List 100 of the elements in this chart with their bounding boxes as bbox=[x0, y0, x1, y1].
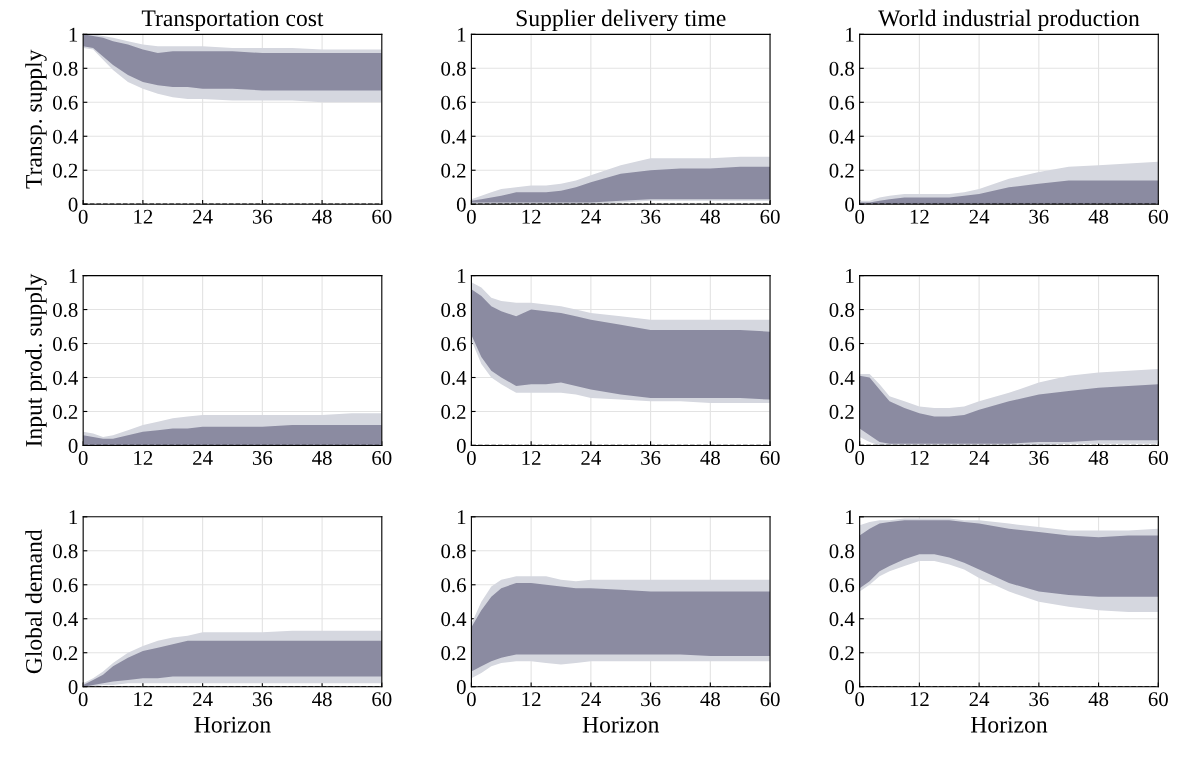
x-tick-label: 24 bbox=[969, 450, 990, 465]
y-tick-label: 0.2 bbox=[53, 646, 78, 661]
x-tick-label: 48 bbox=[1088, 450, 1109, 465]
y-tick-label: 0 bbox=[845, 438, 854, 453]
x-tick-label: 36 bbox=[641, 692, 661, 707]
x-axis-title: Horizon bbox=[970, 716, 1048, 733]
y-tick-label: 0 bbox=[845, 197, 854, 212]
x-tick-label: 60 bbox=[1148, 209, 1168, 224]
x-tick-label: 24 bbox=[969, 209, 990, 224]
y-tick-label: 0.6 bbox=[829, 95, 855, 110]
x-tick-label: 12 bbox=[910, 450, 929, 465]
x-tick-label: 60 bbox=[372, 450, 392, 465]
x-tick-label: 48 bbox=[312, 692, 332, 707]
chart-title: Supplier delivery time bbox=[516, 9, 726, 32]
y-tick-label: 0 bbox=[456, 438, 466, 453]
y-tick-label: 1 bbox=[457, 269, 466, 283]
x-tick-label: 48 bbox=[700, 450, 720, 465]
x-tick-label: 12 bbox=[522, 450, 541, 465]
y-tick-label: 0.6 bbox=[829, 578, 855, 593]
y-tick-label: 0.2 bbox=[829, 646, 854, 661]
y-tick-label: 0.8 bbox=[441, 544, 466, 559]
x-tick-label: 36 bbox=[252, 450, 273, 465]
x-tick-label: 24 bbox=[193, 692, 213, 707]
y-tick-label: 0.8 bbox=[441, 302, 466, 318]
y-tick-label: 1 bbox=[69, 27, 78, 42]
x-tick-label: 36 bbox=[252, 209, 273, 224]
x-tick-label: 60 bbox=[372, 209, 392, 224]
x-tick-label: 12 bbox=[522, 209, 541, 224]
y-tick-label: 0 bbox=[456, 197, 466, 212]
y-tick-label: 0.8 bbox=[829, 302, 854, 318]
x-tick-label: 48 bbox=[700, 209, 720, 224]
y-tick-label: 1 bbox=[846, 269, 854, 283]
y-axis-title: Input prod. supply bbox=[25, 273, 47, 447]
x-tick-label: 24 bbox=[581, 692, 601, 707]
y-tick-label: 0.6 bbox=[829, 336, 855, 352]
x-axis-title: Horizon bbox=[194, 716, 271, 733]
x-tick-label: 60 bbox=[1148, 692, 1168, 707]
x-tick-label: 60 bbox=[1148, 450, 1168, 465]
y-tick-label: 0.8 bbox=[829, 61, 854, 76]
y-tick-label: 0.8 bbox=[441, 61, 466, 76]
y-tick-label: 0.8 bbox=[53, 61, 78, 76]
y-tick-label: 0 bbox=[68, 438, 78, 453]
y-tick-label: 0.6 bbox=[53, 95, 78, 110]
y-tick-label: 0 bbox=[68, 680, 78, 695]
x-tick-label: 36 bbox=[1029, 209, 1049, 224]
y-tick-label: 1 bbox=[846, 510, 854, 525]
y-tick-label: 0.8 bbox=[829, 544, 854, 559]
y-tick-label: 0.4 bbox=[53, 612, 78, 627]
x-tick-label: 36 bbox=[1029, 692, 1049, 707]
x-tick-label: 12 bbox=[134, 692, 153, 707]
x-tick-label: 12 bbox=[910, 209, 929, 224]
x-axis-title: Horizon bbox=[582, 716, 660, 733]
x-tick-label: 48 bbox=[1088, 209, 1109, 224]
y-tick-label: 0.2 bbox=[53, 404, 78, 420]
y-tick-label: 0.6 bbox=[53, 578, 78, 593]
y-tick-label: 0 bbox=[845, 680, 854, 695]
y-tick-label: 0.2 bbox=[829, 404, 854, 420]
y-tick-label: 0.4 bbox=[829, 129, 855, 144]
y-tick-label: 0.4 bbox=[441, 129, 467, 144]
y-tick-label: 0.6 bbox=[53, 336, 78, 352]
x-tick-label: 60 bbox=[760, 209, 780, 224]
x-tick-label: 24 bbox=[581, 450, 601, 465]
y-tick-label: 0.6 bbox=[441, 95, 466, 110]
x-tick-label: 48 bbox=[312, 450, 332, 465]
y-tick-label: 1 bbox=[69, 269, 78, 283]
y-tick-label: 1 bbox=[846, 27, 854, 42]
x-tick-label: 12 bbox=[522, 692, 541, 707]
y-tick-label: 1 bbox=[69, 510, 78, 525]
x-tick-label: 24 bbox=[969, 692, 990, 707]
x-tick-label: 48 bbox=[700, 692, 720, 707]
x-tick-label: 36 bbox=[252, 692, 273, 707]
y-tick-label: 0 bbox=[456, 680, 466, 695]
x-tick-label: 24 bbox=[581, 209, 601, 224]
x-tick-label: 60 bbox=[760, 692, 780, 707]
y-tick-label: 1 bbox=[457, 27, 466, 42]
x-tick-label: 12 bbox=[134, 450, 153, 465]
y-axis-title: Global demand bbox=[25, 529, 42, 674]
x-tick-label: 12 bbox=[910, 692, 929, 707]
x-tick-label: 60 bbox=[372, 692, 392, 707]
y-tick-label: 0.4 bbox=[441, 370, 467, 386]
y-tick-label: 0.2 bbox=[441, 404, 466, 420]
y-tick-label: 0.4 bbox=[829, 370, 855, 386]
y-tick-label: 0.6 bbox=[441, 578, 466, 593]
x-tick-label: 48 bbox=[1088, 692, 1109, 707]
y-tick-label: 0.2 bbox=[441, 646, 466, 661]
y-axis-title: Transp. supply bbox=[25, 49, 47, 189]
y-tick-label: 1 bbox=[457, 510, 466, 525]
x-tick-label: 12 bbox=[134, 209, 153, 224]
y-tick-label: 0.8 bbox=[53, 544, 78, 559]
x-tick-label: 24 bbox=[193, 209, 213, 224]
y-tick-label: 0.6 bbox=[441, 336, 466, 352]
x-tick-label: 36 bbox=[641, 209, 661, 224]
y-tick-label: 0.4 bbox=[829, 612, 855, 627]
y-tick-label: 0.2 bbox=[53, 163, 78, 178]
chart-title: Transportation cost bbox=[141, 10, 324, 32]
y-tick-label: 0 bbox=[68, 197, 78, 212]
y-tick-label: 0.2 bbox=[441, 163, 466, 178]
y-tick-label: 0.8 bbox=[53, 302, 78, 318]
x-tick-label: 60 bbox=[760, 450, 780, 465]
x-tick-label: 24 bbox=[193, 450, 213, 465]
